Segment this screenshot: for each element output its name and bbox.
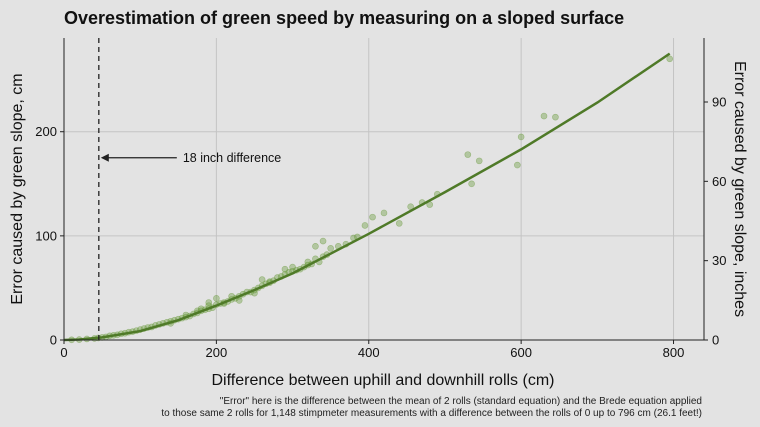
y2-tick-label: 30 bbox=[712, 253, 726, 268]
data-point bbox=[666, 55, 674, 63]
caption-line-2: to those same 2 rolls for 1,148 stimpmet… bbox=[161, 408, 702, 419]
y2-tick-label: 90 bbox=[712, 94, 726, 109]
x-tick-label: 200 bbox=[206, 345, 228, 360]
y-tick-label: 200 bbox=[35, 124, 57, 139]
data-point bbox=[475, 157, 483, 165]
data-point bbox=[380, 209, 388, 217]
data-point bbox=[395, 220, 403, 227]
y2-tick-label: 60 bbox=[712, 174, 726, 189]
data-point bbox=[552, 113, 559, 121]
fit-line bbox=[63, 52, 671, 342]
data-point bbox=[468, 180, 475, 188]
data-point bbox=[213, 295, 220, 302]
annotation-arrow-head bbox=[100, 153, 109, 162]
y-tick-label: 100 bbox=[35, 228, 57, 243]
data-point bbox=[258, 276, 266, 283]
grid-lines bbox=[63, 38, 704, 341]
data-point bbox=[361, 222, 369, 229]
y2-tick-label: 0 bbox=[712, 333, 719, 348]
data-point bbox=[369, 213, 376, 221]
data-point bbox=[289, 263, 296, 271]
x-tick-label: 0 bbox=[60, 345, 67, 360]
chart-title: Overestimation of green speed by measuri… bbox=[64, 8, 624, 28]
reference-line-group bbox=[98, 38, 177, 340]
y-tick-label: 0 bbox=[50, 333, 57, 348]
x-tick-label: 600 bbox=[510, 345, 532, 360]
caption-line-1: "Error" here is the difference between t… bbox=[220, 396, 702, 407]
y-axis-title: Error caused by green slope, cm bbox=[9, 73, 26, 304]
data-point bbox=[464, 151, 472, 158]
data-point bbox=[514, 161, 521, 169]
fit-line-group bbox=[63, 52, 671, 342]
tick-labels: 0 200 400 600 800 0 100 200 0 30 60 90 bbox=[35, 94, 726, 360]
y2-axis-title: Error caused by green slope, inches bbox=[731, 61, 748, 317]
data-points bbox=[68, 55, 674, 344]
data-point bbox=[517, 133, 525, 141]
data-point bbox=[205, 299, 213, 306]
data-point bbox=[312, 242, 319, 250]
data-point bbox=[281, 265, 289, 273]
data-point bbox=[319, 237, 327, 245]
x-tick-label: 400 bbox=[358, 345, 380, 360]
axes bbox=[63, 38, 705, 341]
data-point bbox=[540, 112, 548, 120]
data-point bbox=[327, 245, 334, 252]
vline-annotation: 18 inch difference bbox=[183, 151, 281, 165]
x-axis-title: Difference between uphill and downhill r… bbox=[212, 372, 555, 389]
x-tick-label: 800 bbox=[663, 345, 685, 360]
